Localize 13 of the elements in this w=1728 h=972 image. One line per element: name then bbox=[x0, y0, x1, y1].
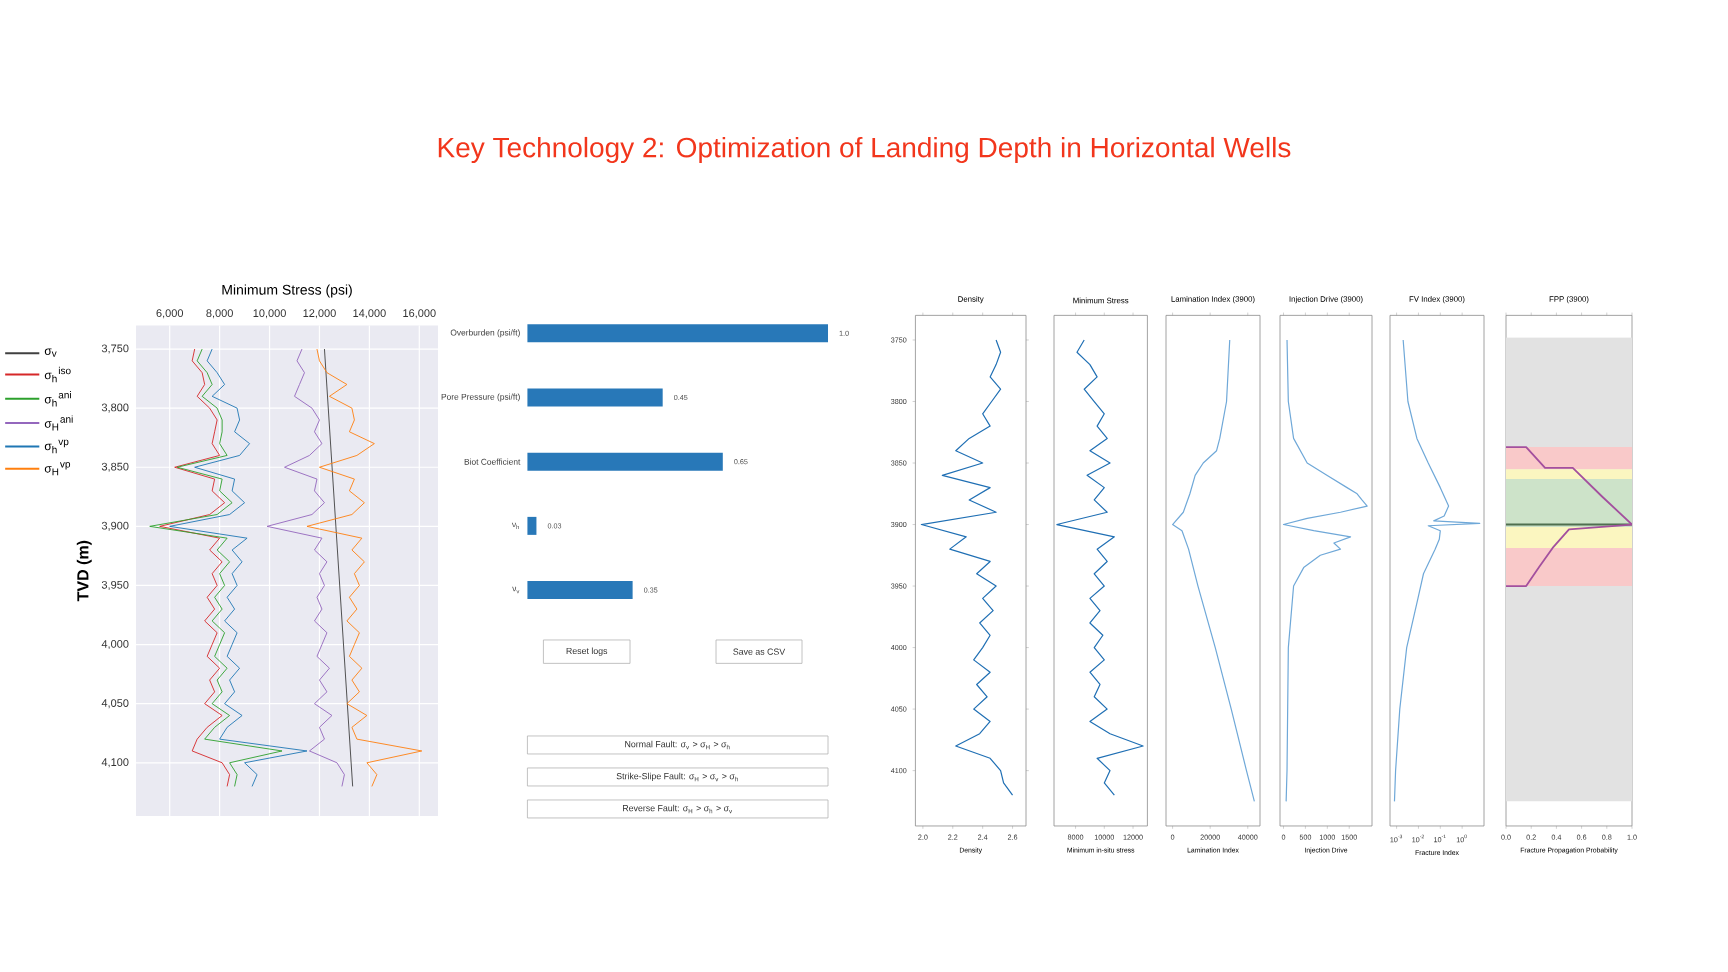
bar bbox=[527, 324, 829, 343]
line-series bbox=[266, 348, 345, 787]
text: Key Technology 2: Optimization of Landing Depth in Horizontal Wells bbox=[438, 136, 1291, 164]
bar bbox=[527, 388, 663, 407]
line-series bbox=[149, 348, 283, 787]
y-axis-title: TVD (m) bbox=[76, 540, 92, 602]
bar bbox=[527, 516, 537, 535]
line-series bbox=[920, 339, 1014, 796]
line-series bbox=[159, 348, 231, 787]
line-series bbox=[306, 348, 423, 787]
bar bbox=[527, 581, 633, 600]
bar bbox=[527, 452, 723, 471]
line-series bbox=[169, 348, 308, 787]
